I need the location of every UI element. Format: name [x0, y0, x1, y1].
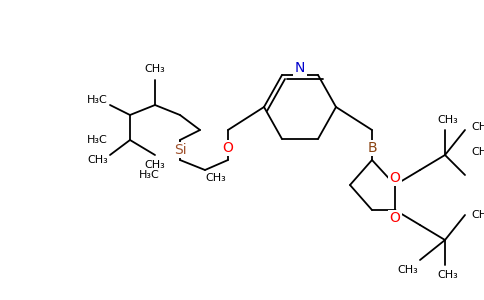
Text: B: B — [367, 141, 377, 155]
Text: CH₃: CH₃ — [145, 160, 166, 170]
Text: CH₃: CH₃ — [471, 210, 484, 220]
Text: CH₃: CH₃ — [145, 64, 166, 74]
Text: Si: Si — [174, 143, 186, 157]
Text: CH₃: CH₃ — [87, 155, 108, 165]
Text: H₃C: H₃C — [87, 95, 108, 105]
Text: CH₃: CH₃ — [471, 147, 484, 157]
Text: CH₃: CH₃ — [438, 115, 458, 125]
Text: O: O — [390, 171, 400, 185]
Text: CH₃: CH₃ — [471, 122, 484, 132]
Text: CH₃: CH₃ — [205, 173, 226, 183]
Text: CH₃: CH₃ — [397, 265, 418, 275]
Text: CH₃: CH₃ — [438, 270, 458, 280]
Text: O: O — [223, 141, 233, 155]
Text: H₃C: H₃C — [139, 170, 160, 180]
Text: H₃C: H₃C — [87, 135, 108, 145]
Text: O: O — [390, 211, 400, 225]
Text: N: N — [295, 61, 305, 75]
